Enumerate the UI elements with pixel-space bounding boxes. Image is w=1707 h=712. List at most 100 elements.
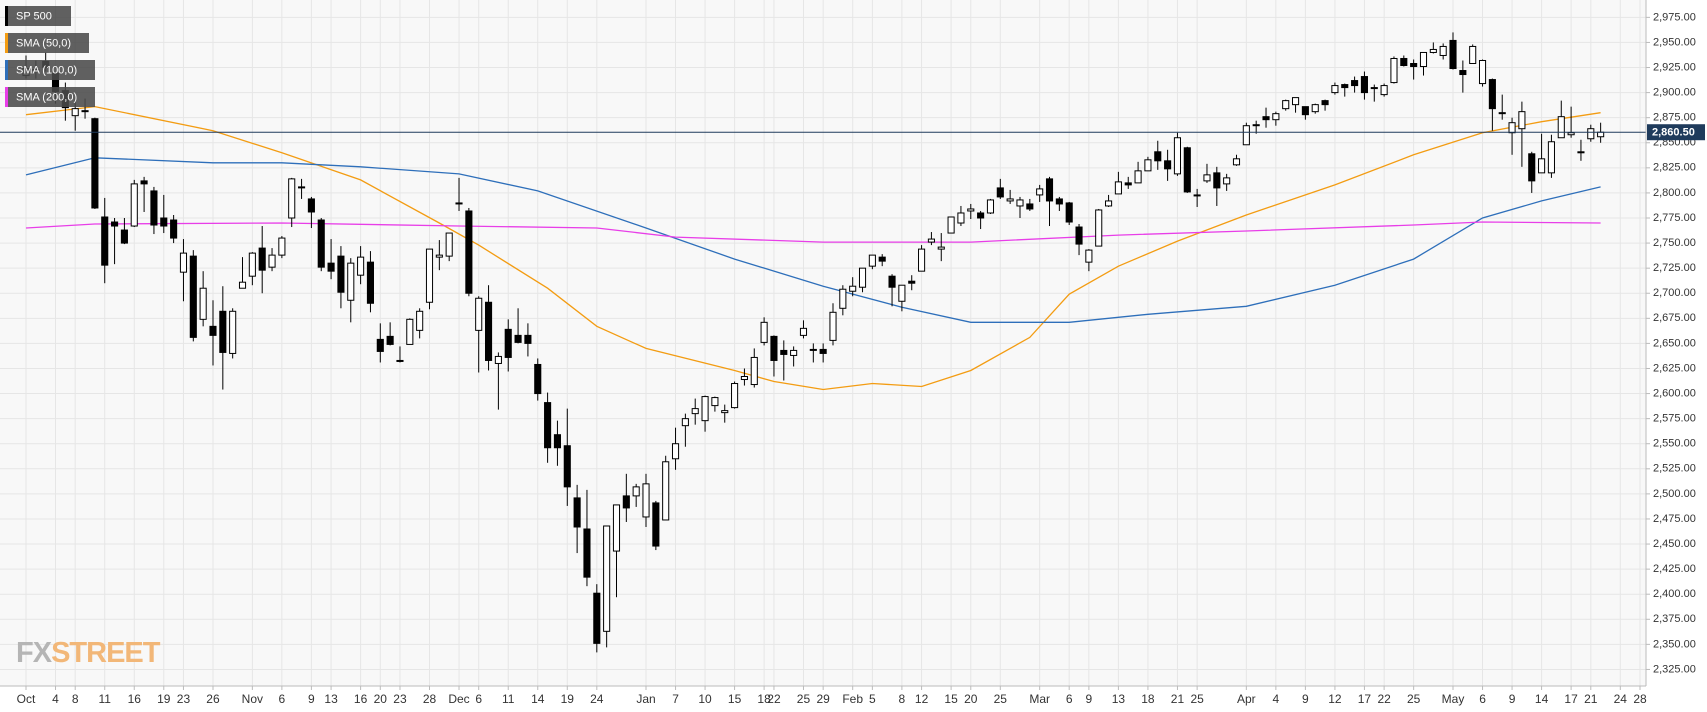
- candle-body: [1065, 202, 1073, 223]
- candle-body: [1282, 100, 1290, 110]
- x-tick-label: 18: [1141, 692, 1155, 706]
- x-tick-label: 28: [423, 692, 437, 706]
- logo-part: STREET: [51, 637, 161, 669]
- candle-body: [91, 118, 99, 209]
- candle-body: [612, 504, 621, 552]
- candle-body: [425, 248, 434, 303]
- candle-body: [1498, 112, 1506, 115]
- candle-body: [1557, 116, 1565, 139]
- candle-body: [1449, 39, 1457, 70]
- candle-body: [1597, 131, 1605, 138]
- candle-body: [416, 310, 424, 331]
- candle-body: [1419, 51, 1428, 68]
- y-tick-label: 2,825.00: [1653, 162, 1696, 174]
- candle-body: [1351, 80, 1359, 87]
- candle-body: [1193, 194, 1201, 197]
- candle-body: [918, 248, 926, 272]
- candle-body: [1213, 172, 1221, 189]
- candle-body: [1055, 198, 1063, 205]
- candle-body: [1016, 199, 1024, 207]
- legend-label: SMA (50,0): [16, 37, 71, 49]
- candle-body: [967, 208, 975, 212]
- x-tick-label: 14: [531, 692, 545, 706]
- candle-body: [524, 334, 532, 344]
- plot-area: [0, 32, 1646, 653]
- y-tick-label: 2,500.00: [1653, 488, 1696, 500]
- legend-box: [5, 33, 89, 53]
- candle-body: [298, 186, 306, 189]
- candle-body: [544, 402, 552, 449]
- x-tick-label: 6: [279, 692, 286, 706]
- x-tick-label: 14: [1535, 692, 1549, 706]
- candle-body: [1301, 106, 1309, 116]
- candle-body: [1321, 100, 1329, 106]
- candle-body: [179, 252, 188, 273]
- x-tick-label: Oct: [17, 692, 36, 706]
- candle-body: [1272, 113, 1280, 121]
- candle-body: [721, 410, 729, 414]
- x-tick-label: 25: [994, 692, 1008, 706]
- sma-line: [25, 105, 1601, 391]
- x-tick-label: 28: [1633, 692, 1647, 706]
- x-tick-label: Jan: [636, 692, 655, 706]
- candle-body: [1291, 97, 1300, 106]
- x-tick-label: 8: [899, 692, 906, 706]
- candle-body: [898, 284, 906, 302]
- candle-body: [484, 301, 493, 361]
- x-tick-label: 20: [374, 692, 388, 706]
- candle-body: [1400, 57, 1408, 67]
- axes: 2,325.00 2,350.00 2,375.00 2,400.00 2,425.00…: [17, 11, 1705, 706]
- candle-body: [140, 180, 148, 185]
- grid: [0, 0, 1646, 686]
- y-tick-label: 2,725.00: [1653, 262, 1696, 274]
- x-tick-label: 6: [475, 692, 482, 706]
- x-tick-label: 13: [1112, 692, 1126, 706]
- candle-body: [858, 267, 867, 288]
- legend-box: [5, 6, 71, 26]
- candle-body: [1538, 158, 1546, 174]
- candle-body: [1547, 141, 1555, 174]
- candle-body: [1360, 76, 1368, 94]
- candle-body: [839, 288, 847, 309]
- candle-body: [1488, 79, 1496, 110]
- x-tick-label: 21: [1171, 692, 1185, 706]
- x-tick-label: 6: [1066, 692, 1073, 706]
- candle-body: [986, 199, 995, 214]
- candle-body: [1459, 70, 1467, 76]
- candle-body: [101, 216, 109, 266]
- legend-label: SP 500: [16, 10, 52, 22]
- x-tick-label: 18: [757, 692, 771, 706]
- candle-body: [593, 592, 601, 644]
- candle-body: [1045, 178, 1054, 202]
- x-tick-label: 4: [52, 692, 59, 706]
- candle-body: [731, 383, 739, 409]
- candle-body: [701, 396, 709, 422]
- candle-body: [248, 252, 256, 277]
- y-tick-label: 2,600.00: [1653, 387, 1696, 399]
- y-tick-label: 2,625.00: [1653, 362, 1696, 374]
- candle-body: [671, 443, 680, 460]
- candle-body: [1095, 209, 1103, 247]
- candle-body: [396, 359, 404, 362]
- candle-body: [1587, 128, 1595, 140]
- x-tick-label: 8: [72, 692, 79, 706]
- logo-part: FX: [16, 637, 53, 669]
- y-tick-label: 2,775.00: [1653, 212, 1696, 224]
- x-tick-label: 26: [206, 692, 220, 706]
- candle-body: [445, 232, 453, 257]
- candle-body: [1380, 85, 1388, 96]
- candle-body: [1154, 151, 1162, 162]
- candle-body: [81, 110, 89, 113]
- candle-body: [563, 445, 571, 488]
- candle-body: [799, 327, 808, 336]
- candle-body: [888, 275, 896, 288]
- x-tick-label: 16: [128, 692, 142, 706]
- candle-body: [288, 178, 296, 219]
- candle-body: [1439, 45, 1447, 56]
- candle-body: [1478, 59, 1487, 85]
- x-tick-label: Dec: [448, 692, 469, 706]
- y-tick-label: 2,475.00: [1653, 513, 1696, 525]
- x-tick-label: 15: [728, 692, 742, 706]
- x-tick-label: 13: [324, 692, 338, 706]
- candle-body: [583, 528, 591, 578]
